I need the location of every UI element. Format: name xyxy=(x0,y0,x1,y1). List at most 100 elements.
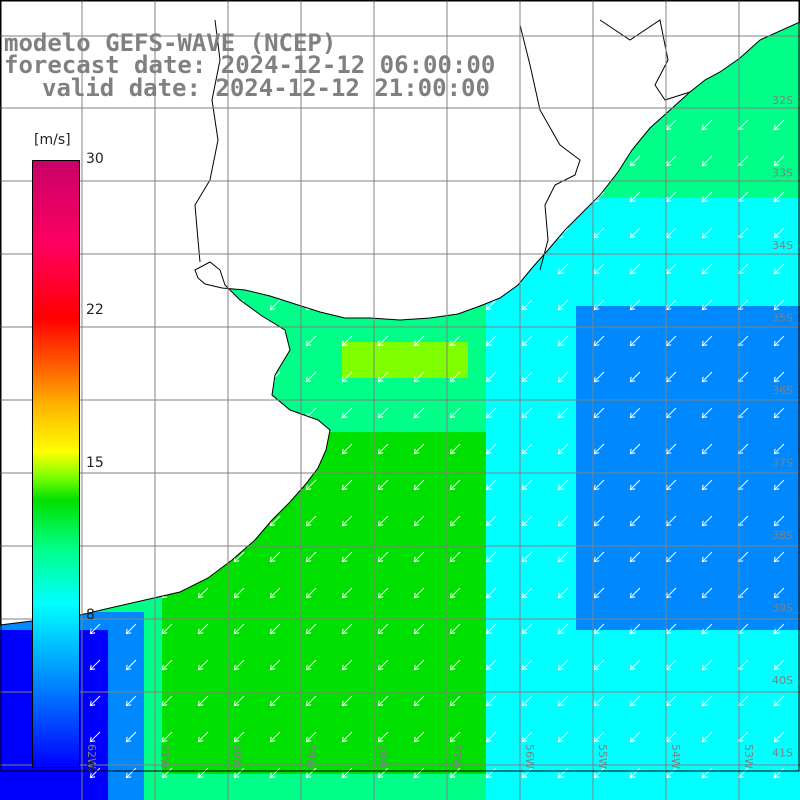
wind-speed-cell xyxy=(378,774,396,792)
wind-speed-cell xyxy=(702,720,720,738)
wind-speed-cell xyxy=(612,378,630,396)
wind-speed-cell xyxy=(594,576,612,594)
wind-speed-cell xyxy=(630,540,648,558)
wind-speed-cell xyxy=(630,324,648,342)
wind-arrow xyxy=(161,695,173,707)
wind-speed-cell xyxy=(504,342,522,360)
wind-speed-cell xyxy=(0,792,18,800)
wind-speed-cell xyxy=(738,558,756,576)
wind-speed-cell xyxy=(702,774,720,792)
wind-speed-cell xyxy=(648,648,666,666)
wind-speed-cell xyxy=(738,702,756,720)
wind-arrow xyxy=(557,335,569,347)
wind-speed-cell xyxy=(468,648,486,666)
wind-speed-cell xyxy=(738,108,756,126)
wind-speed-cell xyxy=(270,612,288,630)
wind-speed-cell xyxy=(792,108,800,126)
wind-speed-cell xyxy=(360,630,378,648)
wind-arrow xyxy=(701,515,713,527)
wind-speed-cell xyxy=(666,324,684,342)
wind-arrow xyxy=(593,227,605,239)
wind-arrow xyxy=(521,335,533,347)
wind-speed-cell xyxy=(720,198,738,216)
wind-speed-cell xyxy=(792,216,800,234)
wind-arrow xyxy=(377,731,389,743)
wind-speed-cell xyxy=(486,324,504,342)
wind-speed-cell xyxy=(702,792,720,800)
wind-speed-cell xyxy=(378,612,396,630)
wind-speed-cell xyxy=(684,576,702,594)
wind-speed-cell xyxy=(288,306,306,324)
wind-speed-cell xyxy=(252,594,270,612)
wind-speed-cell xyxy=(774,576,792,594)
wind-speed-cell xyxy=(522,594,540,612)
wind-speed-cell xyxy=(432,792,450,800)
wind-speed-cell xyxy=(756,432,774,450)
wind-speed-cell xyxy=(504,486,522,504)
wind-arrow xyxy=(593,479,605,491)
latitude-label: 39S xyxy=(772,602,793,615)
wind-speed-cell xyxy=(504,720,522,738)
wind-speed-cell xyxy=(540,324,558,342)
wind-speed-cell xyxy=(756,702,774,720)
wind-speed-cell xyxy=(684,270,702,288)
wind-speed-cell xyxy=(540,414,558,432)
wind-speed-cell xyxy=(522,486,540,504)
wind-speed-cell xyxy=(738,270,756,288)
wind-arrow xyxy=(773,119,785,131)
wind-speed-cell xyxy=(522,630,540,648)
wind-speed-cell xyxy=(378,684,396,702)
wind-speed-cell xyxy=(594,396,612,414)
longitude-label: 53W xyxy=(742,744,755,769)
wind-arrow xyxy=(377,371,389,383)
wind-speed-cell xyxy=(774,36,792,54)
wind-speed-cell xyxy=(756,252,774,270)
wind-speed-cell xyxy=(504,504,522,522)
wind-speed-cell xyxy=(396,594,414,612)
wind-speed-cell xyxy=(630,594,648,612)
wind-speed-cell xyxy=(522,468,540,486)
wind-speed-cell xyxy=(216,738,234,756)
wind-speed-cell xyxy=(306,612,324,630)
wind-speed-cell xyxy=(432,486,450,504)
wind-speed-cell xyxy=(774,630,792,648)
wind-speed-cell xyxy=(774,738,792,756)
wind-speed-cell xyxy=(738,378,756,396)
wind-speed-cell xyxy=(612,648,630,666)
wind-speed-cell xyxy=(594,630,612,648)
wind-arrow xyxy=(125,659,137,671)
wind-speed-cell xyxy=(594,468,612,486)
wind-speed-cell xyxy=(792,612,800,630)
wind-speed-cell xyxy=(306,396,324,414)
wind-arrow xyxy=(701,443,713,455)
wind-speed-cell xyxy=(648,252,666,270)
wind-speed-cell xyxy=(702,378,720,396)
wind-speed-cell xyxy=(558,342,576,360)
wind-speed-cell xyxy=(288,792,306,800)
wind-arrow xyxy=(557,299,569,311)
wind-speed-cell xyxy=(612,396,630,414)
wind-speed-cell xyxy=(792,288,800,306)
wind-arrow xyxy=(161,731,173,743)
wind-speed-cell xyxy=(684,252,702,270)
wind-arrow xyxy=(773,371,785,383)
wind-arrow xyxy=(593,443,605,455)
wind-speed-cell xyxy=(396,576,414,594)
wind-speed-cell xyxy=(540,486,558,504)
wind-speed-cell xyxy=(720,216,738,234)
wind-speed-cell xyxy=(216,612,234,630)
wind-speed-cell xyxy=(378,720,396,738)
wind-speed-cell xyxy=(486,432,504,450)
wind-speed-cell xyxy=(720,720,738,738)
wind-speed-cell xyxy=(738,612,756,630)
wind-speed-cell xyxy=(324,504,342,522)
wind-speed-cell xyxy=(306,630,324,648)
wind-speed-cell xyxy=(288,504,306,522)
wind-speed-cell xyxy=(648,522,666,540)
wind-speed-cell xyxy=(720,432,738,450)
wind-speed-cell xyxy=(522,792,540,800)
wind-speed-cell xyxy=(504,540,522,558)
wind-arrow xyxy=(629,299,641,311)
wind-arrow xyxy=(269,659,281,671)
wind-speed-cell xyxy=(648,450,666,468)
